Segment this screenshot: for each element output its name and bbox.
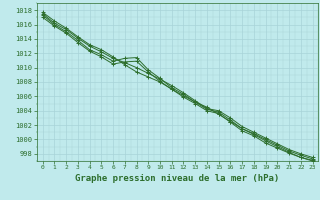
X-axis label: Graphe pression niveau de la mer (hPa): Graphe pression niveau de la mer (hPa) bbox=[76, 174, 280, 183]
